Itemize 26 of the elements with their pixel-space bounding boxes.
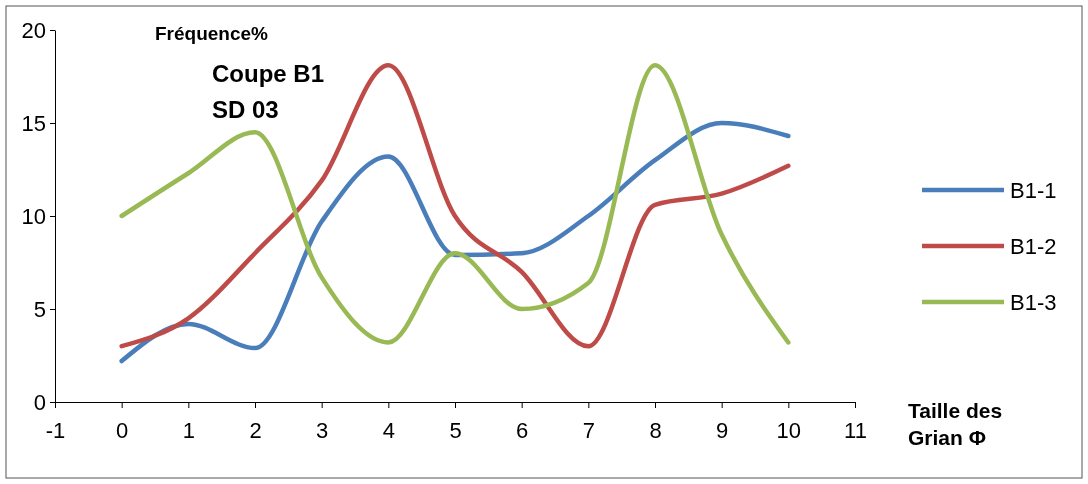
x-tick-label: 6 (516, 417, 529, 443)
x-tick-label: -1 (45, 417, 66, 443)
x-tick-label: 11 (844, 417, 867, 443)
legend-label: B1-3 (1010, 290, 1057, 315)
legend-label: B1-2 (1010, 234, 1057, 259)
x-tick-label: 8 (649, 417, 662, 443)
x-tick-label: 9 (716, 417, 729, 443)
x-tick-label: 0 (116, 417, 129, 443)
text: SD 03 (212, 96, 279, 123)
y-tick-label: 0 (33, 390, 46, 415)
legend-label: B1-1 (1010, 178, 1057, 203)
y-tick-label: 5 (33, 297, 46, 322)
x-tick-label: 5 (449, 417, 462, 443)
x-tick-label: 7 (582, 417, 595, 443)
line-series (119, 120, 791, 364)
y-tick-label: 10 (21, 204, 46, 229)
x-tick-label: 3 (316, 417, 329, 443)
x-tick-label: 1 (182, 417, 195, 443)
y-axis-title: Fréquence% (155, 23, 269, 44)
x-tick-label: 10 (776, 417, 802, 443)
x-tick-label: 4 (382, 417, 395, 443)
y-tick-label: 20 (21, 18, 46, 43)
x-tick-label: 2 (249, 417, 262, 443)
x-axis-title: Taille des Grian Φ (908, 399, 1003, 449)
y-tick-label: 15 (21, 111, 46, 136)
text: Coupe B1 (212, 60, 325, 87)
